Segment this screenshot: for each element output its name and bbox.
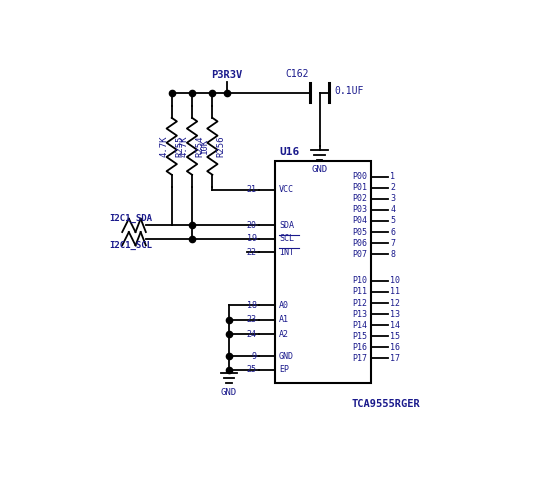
Text: 10: 10 [390, 276, 400, 285]
Text: R256: R256 [216, 135, 225, 157]
Text: P16: P16 [353, 343, 368, 352]
Text: SDA: SDA [279, 221, 294, 230]
Text: 7: 7 [390, 239, 395, 248]
Text: 21: 21 [246, 185, 257, 194]
Text: 10K: 10K [200, 138, 209, 155]
Text: P17: P17 [353, 354, 368, 363]
Text: 25: 25 [246, 365, 257, 374]
Text: P07: P07 [353, 250, 368, 259]
Text: P01: P01 [353, 183, 368, 192]
Text: TCA9555RGER: TCA9555RGER [352, 399, 420, 409]
Text: 18: 18 [246, 301, 257, 310]
Text: I2C1_SDA: I2C1_SDA [109, 214, 152, 223]
Text: 20: 20 [246, 221, 257, 230]
Text: R254: R254 [195, 135, 205, 157]
Text: C162: C162 [285, 69, 308, 79]
Text: 24: 24 [246, 330, 257, 338]
Text: INT: INT [279, 248, 294, 256]
Text: 4.7K: 4.7K [159, 135, 168, 157]
Text: VCC: VCC [279, 185, 294, 194]
Text: P14: P14 [353, 321, 368, 330]
Text: P15: P15 [353, 332, 368, 341]
Text: P03: P03 [353, 205, 368, 215]
Text: GND: GND [279, 352, 294, 361]
Text: P05: P05 [353, 228, 368, 237]
Text: 4.7K: 4.7K [179, 135, 188, 157]
Text: 1: 1 [390, 172, 395, 181]
Text: 22: 22 [246, 248, 257, 256]
Text: P04: P04 [353, 216, 368, 226]
Text: P06: P06 [353, 239, 368, 248]
Text: A1: A1 [279, 315, 289, 324]
Text: 19: 19 [246, 234, 257, 243]
Text: 5: 5 [390, 216, 395, 226]
Text: 3: 3 [390, 194, 395, 204]
Text: P13: P13 [353, 310, 368, 319]
Text: 14: 14 [390, 321, 400, 330]
Text: 15: 15 [390, 332, 400, 341]
Text: 9: 9 [252, 352, 257, 361]
Text: 8: 8 [390, 250, 395, 259]
Text: 12: 12 [390, 299, 400, 308]
Text: 2: 2 [390, 183, 395, 192]
Text: I2C1_SCL: I2C1_SCL [109, 241, 152, 250]
Text: 13: 13 [390, 310, 400, 319]
Text: 4: 4 [390, 205, 395, 215]
Text: GND: GND [221, 388, 237, 397]
Text: EP: EP [279, 365, 289, 374]
Text: R255: R255 [176, 135, 184, 157]
Text: 16: 16 [390, 343, 400, 352]
Text: 0.1UF: 0.1UF [335, 86, 364, 96]
Text: 17: 17 [390, 354, 400, 363]
Text: SCL: SCL [279, 234, 294, 243]
Text: P02: P02 [353, 194, 368, 204]
Bar [275, 161, 371, 383]
Text: 23: 23 [246, 315, 257, 324]
Text: P00: P00 [353, 172, 368, 181]
Text: GND: GND [311, 165, 328, 174]
Text: U16: U16 [279, 147, 299, 156]
Text: 6: 6 [390, 228, 395, 237]
Text: P10: P10 [353, 276, 368, 285]
Text: A0: A0 [279, 301, 289, 310]
Text: P11: P11 [353, 288, 368, 297]
Text: P12: P12 [353, 299, 368, 308]
Text: A2: A2 [279, 330, 289, 338]
Text: 11: 11 [390, 288, 400, 297]
Text: P3R3V: P3R3V [212, 70, 243, 80]
